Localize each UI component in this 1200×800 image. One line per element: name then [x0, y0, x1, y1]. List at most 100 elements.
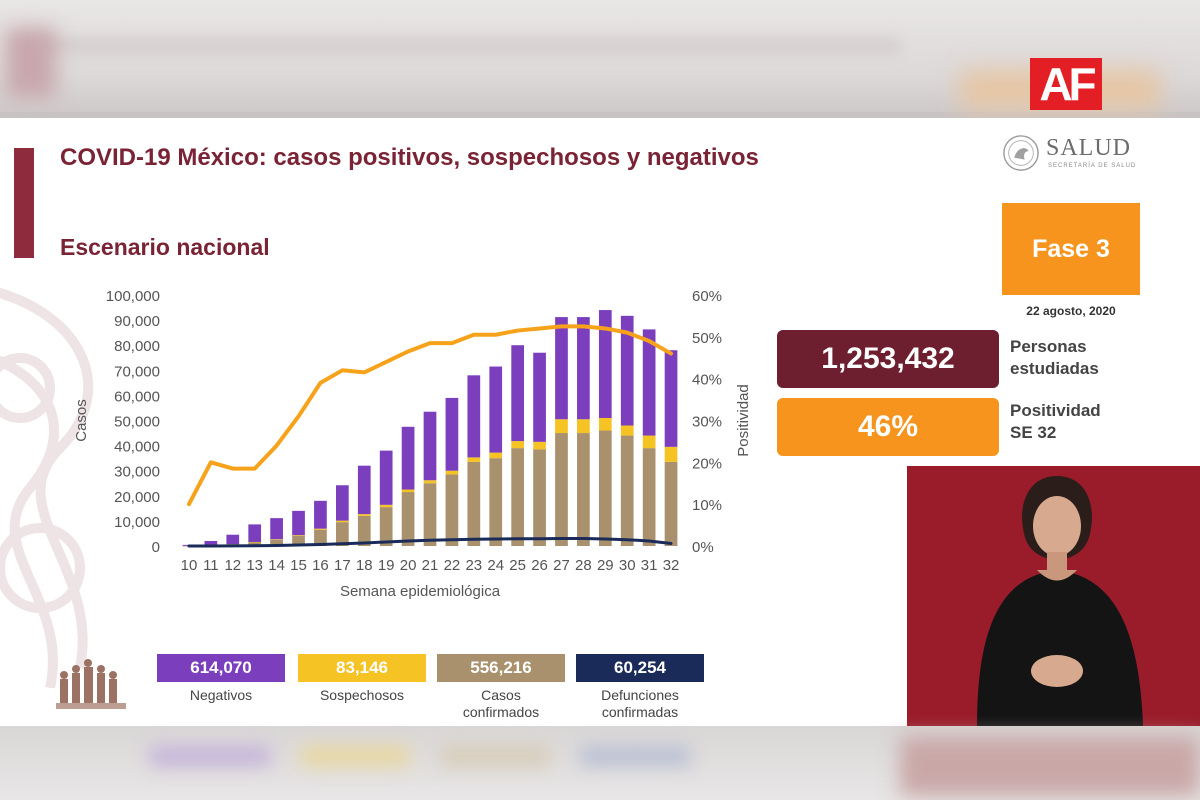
summary-confirmados: 556,216 Casos confirmados: [437, 654, 565, 721]
x-tick-label: 20: [400, 557, 417, 574]
phase-badge: Fase 3: [1002, 203, 1140, 295]
summary-negativos-label: Negativos: [189, 687, 253, 703]
summary-confirmados-label: Casos confirmados: [462, 687, 540, 720]
positivity-label-line1: Positividad: [1010, 401, 1101, 420]
line-defunciones: [187, 536, 673, 548]
bar-negativos: [401, 426, 415, 490]
bar-casos-confirmados: [379, 507, 393, 546]
bar-sospechosos: [379, 504, 393, 508]
bar-negativos: [598, 310, 612, 418]
bar-casos-confirmados: [401, 492, 415, 546]
monument-figures-icon: [56, 659, 126, 709]
bar-casos-confirmados: [467, 461, 481, 546]
bar-casos-confirmados: [511, 448, 525, 546]
bar-casos-confirmados: [642, 448, 656, 546]
bar-casos-confirmados: [555, 433, 568, 546]
x-tick-label: 31: [641, 557, 658, 574]
y-tick-label: 0: [152, 539, 160, 556]
salud-wordmark: SALUD: [1046, 135, 1132, 161]
x-tick-label: 23: [465, 557, 482, 574]
bar-casos-confirmados: [423, 483, 437, 546]
bar-sospechosos: [335, 520, 349, 523]
bar-negativos: [379, 450, 393, 505]
bar-negativos: [292, 510, 305, 536]
y2-tick-label: 10%: [692, 497, 722, 514]
x-tick-label: 32: [663, 557, 680, 574]
x-tick-label: 18: [356, 557, 373, 574]
summary-sospechosos-value: 83,146: [298, 654, 426, 682]
y2-tick-label: 60%: [692, 288, 722, 305]
x-tick-label: 15: [290, 557, 307, 574]
y-tick-label: 10,000: [114, 514, 160, 531]
presentation-slide: COVID-19 México: casos positivos, sospec…: [0, 118, 1200, 726]
bar-sospechosos: [555, 419, 568, 434]
sign-language-interpreter: [907, 466, 1200, 726]
bar-casos-confirmados: [335, 522, 349, 546]
interpreter-person-icon: [907, 466, 1200, 726]
bar-negativos: [577, 317, 590, 420]
x-tick-label: 12: [224, 557, 241, 574]
bar-sospechosos: [664, 446, 678, 462]
bar-negativos: [248, 524, 262, 542]
y-tick-label: 90,000: [114, 313, 160, 330]
summary-defunciones-value: 60,254: [576, 654, 704, 682]
bar-sospechosos: [292, 535, 305, 536]
bar-casos-confirmados: [445, 474, 459, 546]
salud-subtext: SECRETARÍA DE SALUD: [1048, 163, 1137, 169]
positivity-value: 46%: [777, 398, 999, 456]
studied-label-line1: Personas: [1010, 337, 1087, 356]
y2-tick-label: 0%: [692, 539, 714, 556]
bar-casos-confirmados: [598, 430, 612, 546]
bar-sospechosos: [642, 435, 656, 449]
x-tick-label: 19: [378, 557, 395, 574]
bar-sospechosos: [489, 452, 503, 459]
bar-casos-confirmados: [577, 433, 590, 546]
bar-negativos: [335, 485, 349, 521]
summary-confirmados-value: 556,216: [437, 654, 565, 682]
bar-negativos: [314, 500, 327, 529]
line-positividad: [186, 324, 674, 507]
video-top-frame: [0, 0, 1200, 112]
x-tick-label: 16: [312, 557, 329, 574]
positivity-label-line2: SE 32: [1010, 423, 1057, 442]
x-axis-title: Semana epidemiológica: [340, 583, 501, 600]
bar-sospechosos: [357, 514, 371, 516]
x-tick-label: 11: [203, 557, 219, 574]
x-tick-label: 21: [422, 557, 439, 574]
bar-casos-confirmados: [620, 435, 634, 546]
bar-negativos: [511, 345, 525, 442]
y-tick-label: 40,000: [114, 439, 160, 456]
y-tick-label: 50,000: [114, 414, 160, 431]
bar-casos-confirmados: [292, 535, 305, 546]
x-tick-label: 28: [575, 557, 592, 574]
bar-sospechosos: [598, 417, 612, 431]
bar-negativos: [664, 350, 678, 447]
cases-chart: 0 10,000 20,000 30,000 40,000 50,000 60,000 70,…: [73, 288, 752, 600]
studied-label: Personas estudiadas: [1010, 336, 1190, 380]
y-axis-title: Casos: [73, 399, 90, 442]
bar-sospechosos: [314, 528, 327, 530]
bar-negativos: [467, 375, 481, 458]
bar-sospechosos: [270, 539, 283, 540]
video-bottom-frame: [0, 726, 1200, 800]
slide-subtitle: Escenario nacional: [60, 234, 270, 260]
bar-sospechosos: [423, 480, 437, 484]
x-tick-label: 27: [553, 557, 570, 574]
bar-casos-confirmados: [314, 529, 327, 546]
salud-logo: SALUD SECRETARÍA DE SALUD: [1000, 132, 1150, 178]
summary-sospechosos: 83,146 Sospechosos: [298, 654, 426, 704]
bar-casos-confirmados: [664, 461, 678, 546]
y-tick-label: 70,000: [114, 363, 160, 380]
bar-sospechosos: [620, 425, 634, 436]
x-tick-label: 25: [509, 557, 526, 574]
x-tick-label: 29: [597, 557, 614, 574]
y-tick-label: 30,000: [114, 464, 160, 481]
bar-sospechosos: [511, 441, 525, 449]
y2-tick-label: 30%: [692, 414, 722, 431]
y2-tick-label: 40%: [692, 372, 722, 389]
y2-axis-title: Positividad: [735, 384, 752, 457]
x-tick-label: 14: [268, 557, 285, 574]
y2-tick-label: 50%: [692, 330, 722, 347]
y-tick-label: 100,000: [106, 288, 160, 305]
summary-negativos-value: 614,070: [157, 654, 285, 682]
